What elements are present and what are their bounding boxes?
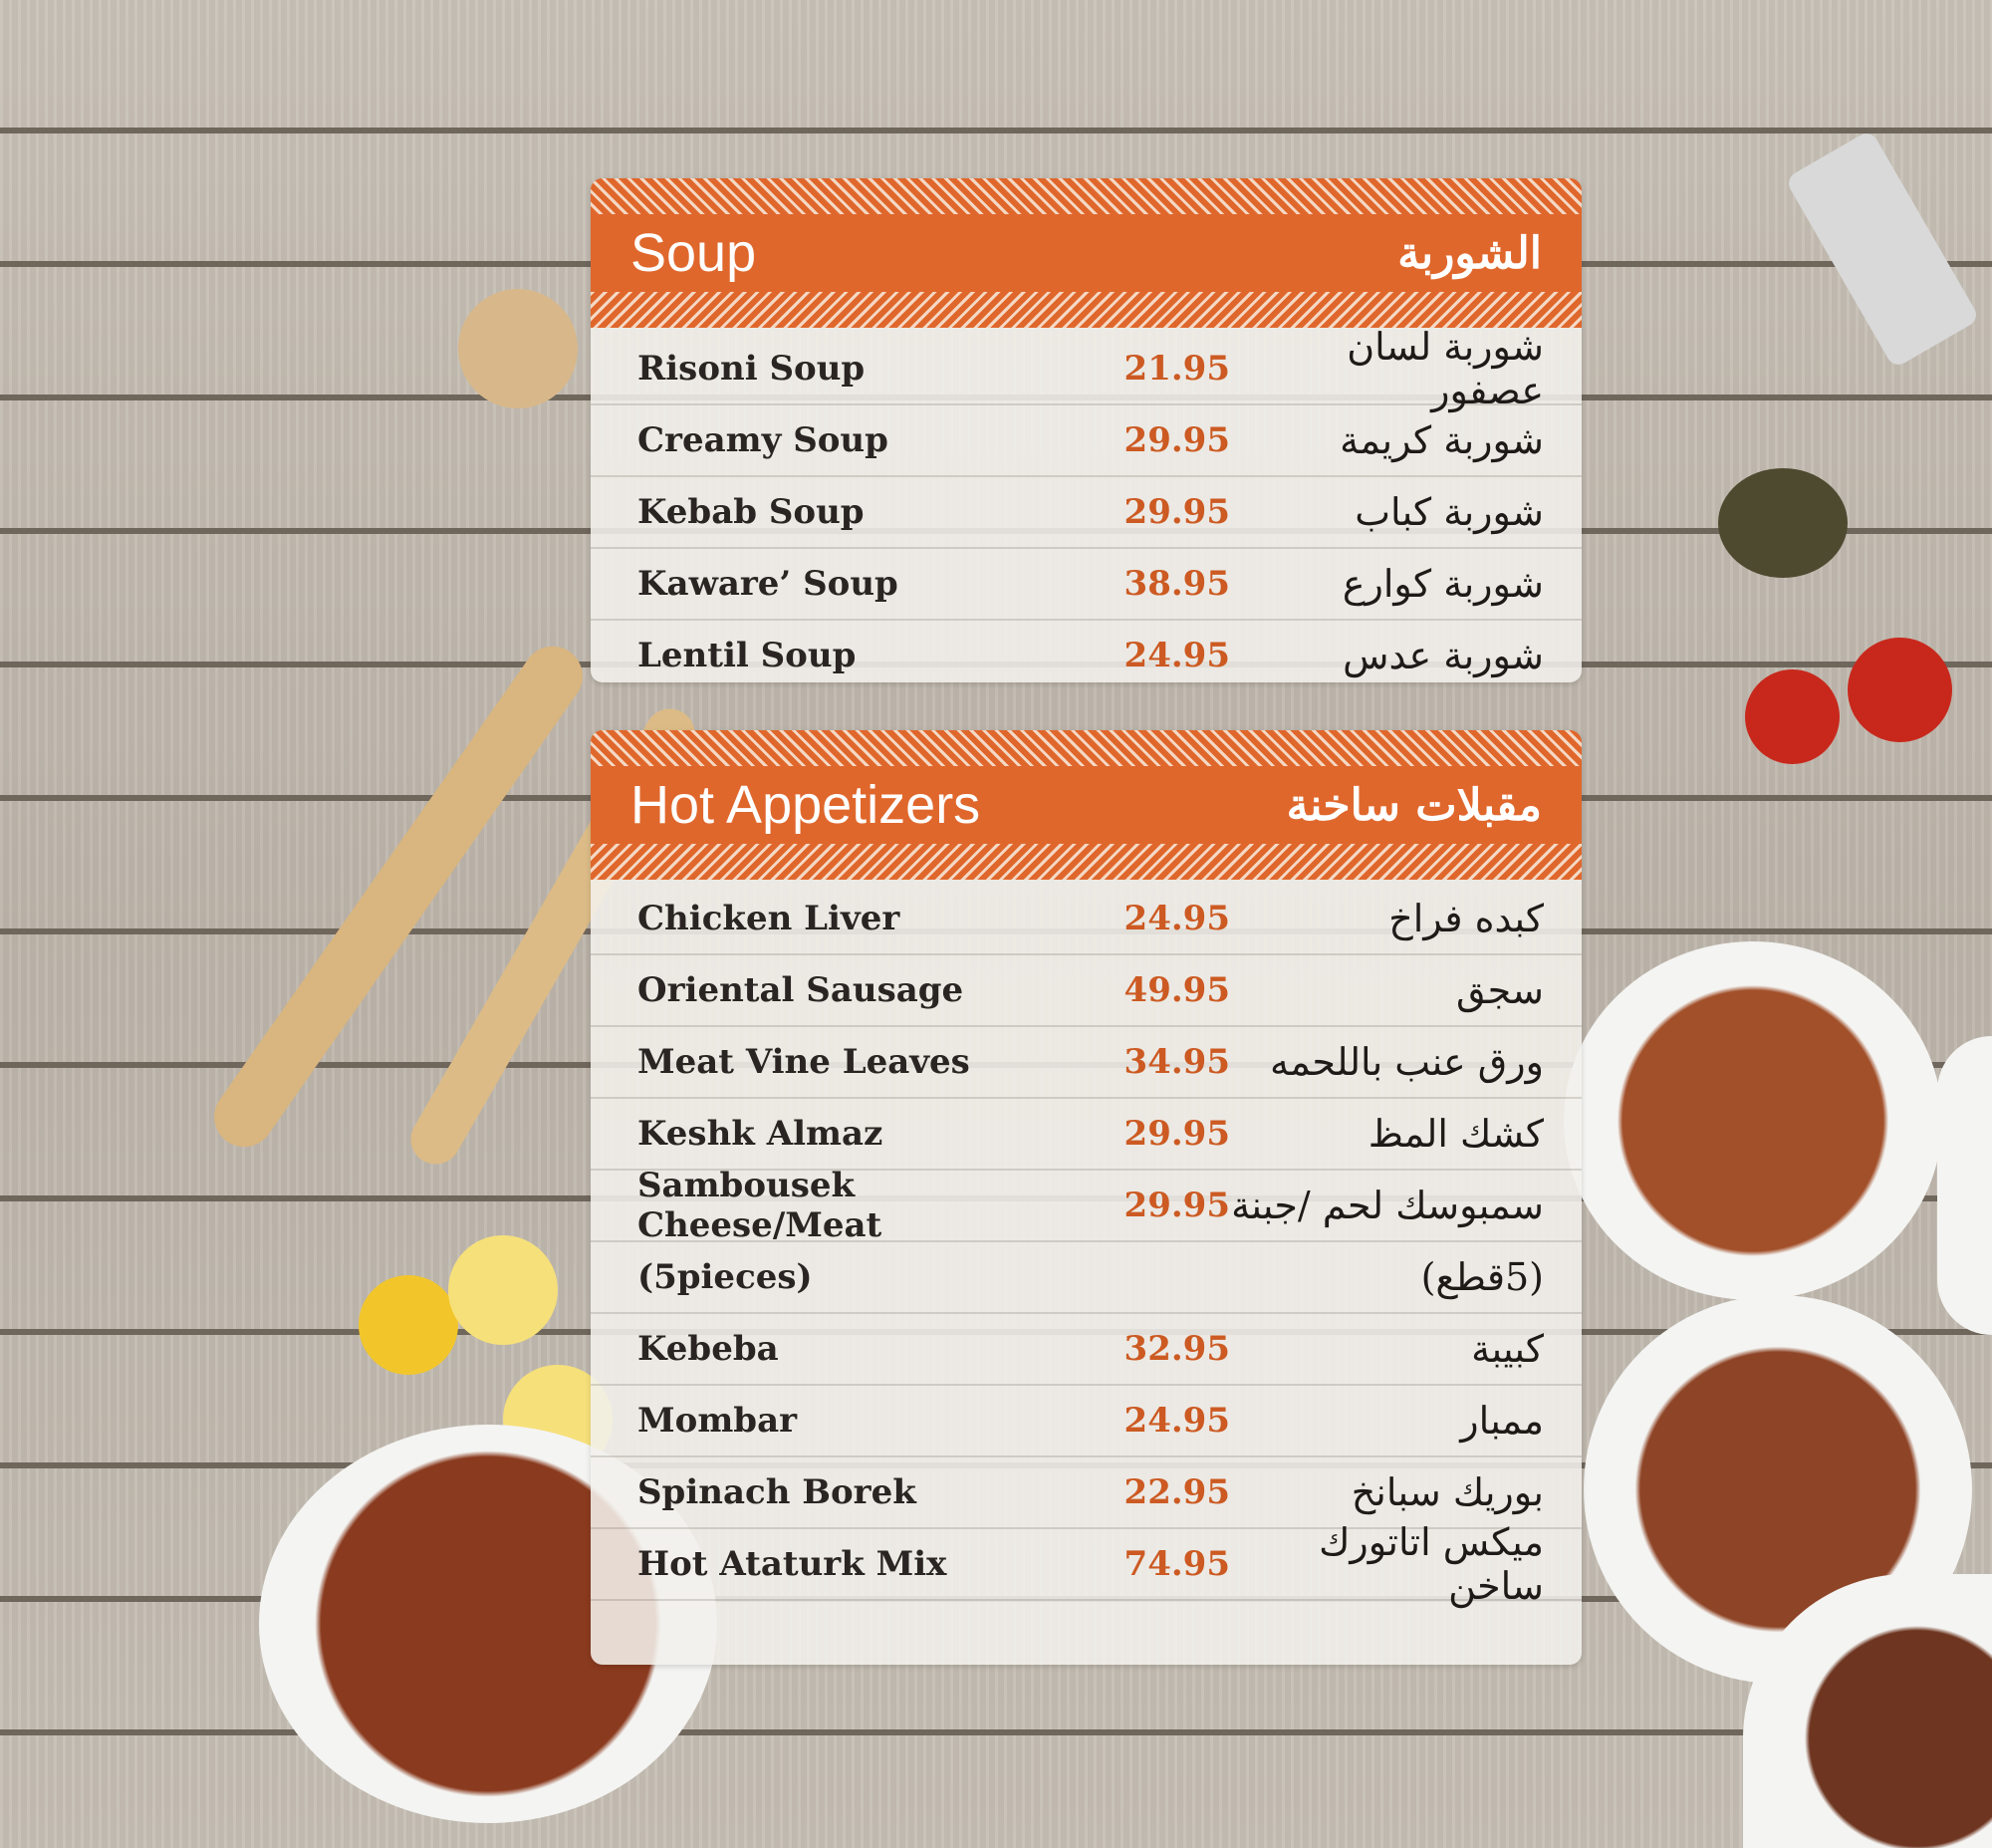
item-name: Hot Ataturk Mix: [637, 1544, 947, 1584]
spice-scoop-image: [458, 289, 578, 408]
item-price: 74.95: [1123, 1544, 1230, 1584]
item-name-ar: ممبار: [1460, 1399, 1544, 1443]
menu-item: Meat Vine Leaves 34.95 ورق عنب باللحمه: [591, 1027, 1582, 1099]
pattern-band: [591, 292, 1582, 328]
item-name-ar: سمبوسك لحم /جبنة: [1231, 1184, 1544, 1227]
menu-item: Sambousek Cheese/Meat 29.95 سمبوسك لحم /جب…: [591, 1166, 1582, 1245]
menu-item: Chicken Liver 24.95 كبده فراخ: [591, 884, 1582, 955]
item-name: Creamy Soup: [637, 420, 888, 460]
item-name-ar: شوربة كوارع: [1342, 562, 1544, 606]
soup-section: Soup الشوربة Risoni Soup 21.95 شوربة لسان …: [591, 178, 1582, 682]
item-name-ar: سجق: [1455, 968, 1544, 1012]
item-name: Mombar: [637, 1401, 798, 1441]
salt-shaker-image: [1784, 129, 1981, 370]
tomato-image: [1745, 669, 1840, 764]
sambousek-dish-image: [1937, 1036, 1992, 1335]
hot-appetizers-section: Hot Appetizers مقبلات ساخنة Chicken Live…: [591, 730, 1582, 1665]
item-name: Kebab Soup: [637, 492, 865, 532]
item-name: (5pieces): [637, 1257, 813, 1297]
item-price: 24.95: [1123, 899, 1230, 938]
menu-item: Kebeba 32.95 كبيبة: [591, 1314, 1582, 1386]
item-name-ar: شوربة كباب: [1355, 490, 1544, 534]
item-price: 32.95: [1123, 1329, 1230, 1369]
section-header: Hot Appetizers مقبلات ساخنة: [591, 766, 1582, 844]
item-name-ar: كشك المظ: [1368, 1112, 1544, 1156]
item-name: Keshk Almaz: [637, 1114, 883, 1154]
item-price: 24.95: [1123, 636, 1230, 675]
menu-item: Oriental Sausage 49.95 سجق: [591, 955, 1582, 1027]
item-name-ar: بوريك سبانخ: [1351, 1470, 1544, 1514]
item-name-ar: كبده فراخ: [1388, 897, 1544, 940]
item-price: 24.95: [1123, 1401, 1230, 1441]
item-price: 29.95: [1123, 420, 1230, 460]
item-price: 49.95: [1123, 970, 1230, 1010]
tomato-image: [1848, 638, 1952, 742]
menu-item: Keshk Almaz 29.95 كشك المظ: [591, 1099, 1582, 1171]
menu-item: Hot Ataturk Mix 74.95 ميكس اتاتورك ساخن: [591, 1520, 1582, 1608]
menu-item: Kaware’ Soup 38.95 شوربة كوارع: [591, 549, 1582, 621]
item-name: Risoni Soup: [637, 349, 866, 389]
item-price: 21.95: [1123, 349, 1230, 389]
section-header: Soup الشوربة: [591, 214, 1582, 292]
section-title-ar: الشوربة: [1397, 227, 1542, 279]
pattern-band: [591, 844, 1582, 880]
item-price: 29.95: [1123, 1114, 1230, 1154]
menu-item: (5pieces) (5قطع): [591, 1242, 1582, 1314]
item-name: Chicken Liver: [637, 899, 900, 938]
section-title-ar: مقبلات ساخنة: [1286, 779, 1542, 831]
item-name: Oriental Sausage: [637, 970, 964, 1010]
wooden-spatula-image: [202, 635, 595, 1159]
lemon-image: [448, 1235, 558, 1345]
lemon-image: [359, 1275, 458, 1375]
menu-item: Risoni Soup 21.95 شوربة لسان عصفور: [591, 325, 1582, 412]
pattern-band: [591, 178, 1582, 214]
item-name: Kaware’ Soup: [637, 564, 898, 604]
menu-item: Kebab Soup 29.95 شوربة كباب: [591, 477, 1582, 549]
menu-item: Lentil Soup 24.95 شوربة عدس: [591, 621, 1582, 682]
item-price: 38.95: [1123, 564, 1230, 604]
item-price: 34.95: [1123, 1042, 1230, 1082]
item-name: Lentil Soup: [637, 636, 857, 675]
item-name-ar: شوربة لسان عصفور: [1347, 325, 1544, 412]
menu-item: Mombar 24.95 ممبار: [591, 1386, 1582, 1457]
item-name-ar: ورق عنب باللحمه: [1270, 1040, 1544, 1084]
item-name-ar: كبيبة: [1471, 1327, 1544, 1371]
section-title-en: Soup: [630, 223, 757, 283]
item-price: 29.95: [1123, 492, 1230, 532]
menu-list: Risoni Soup 21.95 شوربة لسان عصفور Creamy S…: [591, 325, 1582, 682]
menu-item: Creamy Soup 29.95 شوربة كريمة: [591, 405, 1582, 477]
pattern-band: [591, 730, 1582, 766]
item-name-ar: شوربة كريمة: [1340, 418, 1544, 462]
menu-list: Chicken Liver 24.95 كبده فراخ Oriental Saus…: [591, 880, 1582, 1608]
item-name-ar: (5قطع): [1420, 1255, 1544, 1299]
item-price: 29.95: [1123, 1186, 1230, 1225]
item-name: Spinach Borek: [637, 1472, 916, 1512]
section-title-en: Hot Appetizers: [630, 775, 981, 835]
item-name: Meat Vine Leaves: [637, 1042, 970, 1082]
item-name-ar: ميكس اتاتورك ساخن: [1319, 1520, 1544, 1608]
item-name: Sambousek Cheese/Meat: [637, 1166, 882, 1245]
item-name: Kebeba: [637, 1329, 779, 1369]
item-price: 22.95: [1123, 1472, 1230, 1512]
menu-item: Spinach Borek 22.95 بوريك سبانخ: [591, 1457, 1582, 1529]
kibbeh-dish-image: [1564, 941, 1942, 1300]
item-name-ar: شوربة عدس: [1343, 634, 1544, 677]
herbs-image: [1718, 468, 1848, 578]
